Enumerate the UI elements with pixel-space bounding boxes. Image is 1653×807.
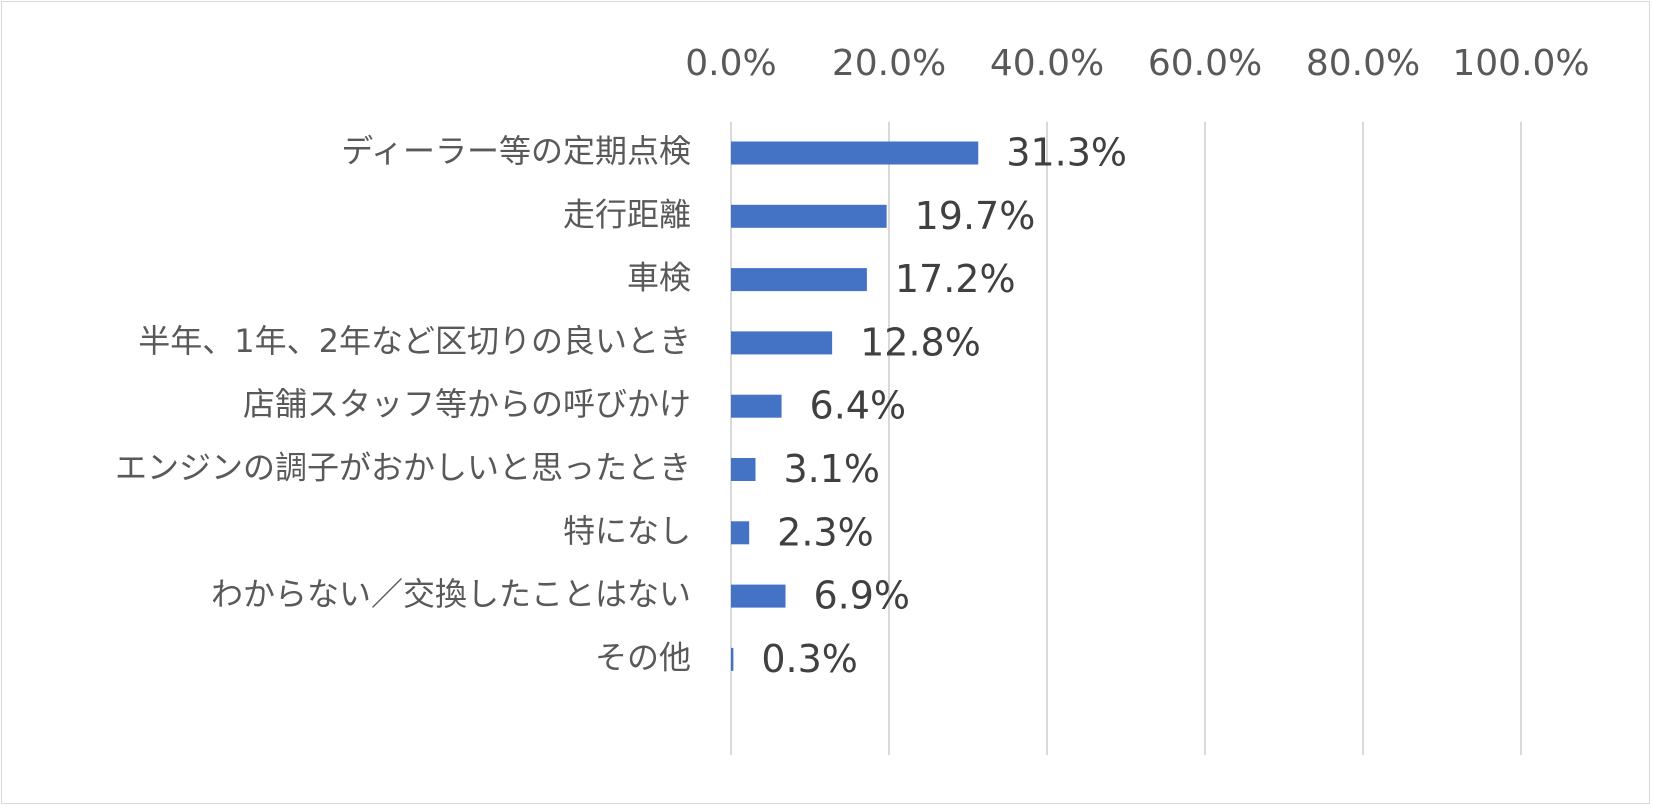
bar (731, 141, 979, 165)
bars (731, 141, 979, 671)
bar (731, 394, 782, 418)
category-label: 走行距離 (563, 195, 691, 233)
data-label: 6.4% (810, 384, 907, 428)
bar (731, 268, 867, 292)
x-tick-label: 60.0% (1148, 43, 1262, 84)
bar (731, 647, 734, 671)
x-axis-ticks: 0.0% 20.0% 40.0% 60.0% 80.0% 100.0% (685, 43, 1589, 84)
category-label: エンジンの調子がおかしいと思ったとき (115, 449, 691, 487)
data-label: 12.8% (860, 320, 981, 364)
category-label: わからない／交換したことはない (211, 575, 691, 613)
bar (731, 521, 750, 545)
category-label: その他 (595, 638, 691, 676)
data-labels: 31.3% 19.7% 17.2% 12.8% 6.4% 3.1% 2.3% 6.9% 0.3% (761, 131, 1127, 681)
data-label: 2.3% (777, 510, 874, 554)
bar (731, 458, 756, 481)
data-label: 31.3% (1006, 131, 1127, 175)
x-tick-label: 0.0% (685, 43, 776, 84)
x-tick-label: 40.0% (990, 43, 1104, 84)
data-label: 0.3% (761, 637, 858, 681)
data-label: 17.2% (895, 257, 1016, 301)
bar (731, 204, 887, 228)
bar (731, 331, 833, 355)
category-label: 半年、1年、2年など区切りの良いとき (138, 322, 691, 360)
x-tick-label: 80.0% (1306, 43, 1420, 84)
data-label: 3.1% (783, 447, 880, 491)
bar (731, 584, 786, 608)
x-tick-label: 20.0% (832, 43, 946, 84)
x-tick-label: 100.0% (1452, 43, 1589, 84)
data-label: 6.9% (814, 574, 911, 618)
category-labels: ディーラー等の定期点検走行距離車検半年、1年、2年など区切りの良いとき店舗スタッ… (115, 132, 691, 676)
data-label: 19.7% (915, 194, 1036, 238)
category-label: 車検 (627, 259, 691, 297)
category-label: 店舗スタッフ等からの呼びかけ (243, 385, 691, 423)
category-label: ディーラー等の定期点検 (341, 132, 691, 170)
category-label: 特になし (563, 512, 691, 550)
